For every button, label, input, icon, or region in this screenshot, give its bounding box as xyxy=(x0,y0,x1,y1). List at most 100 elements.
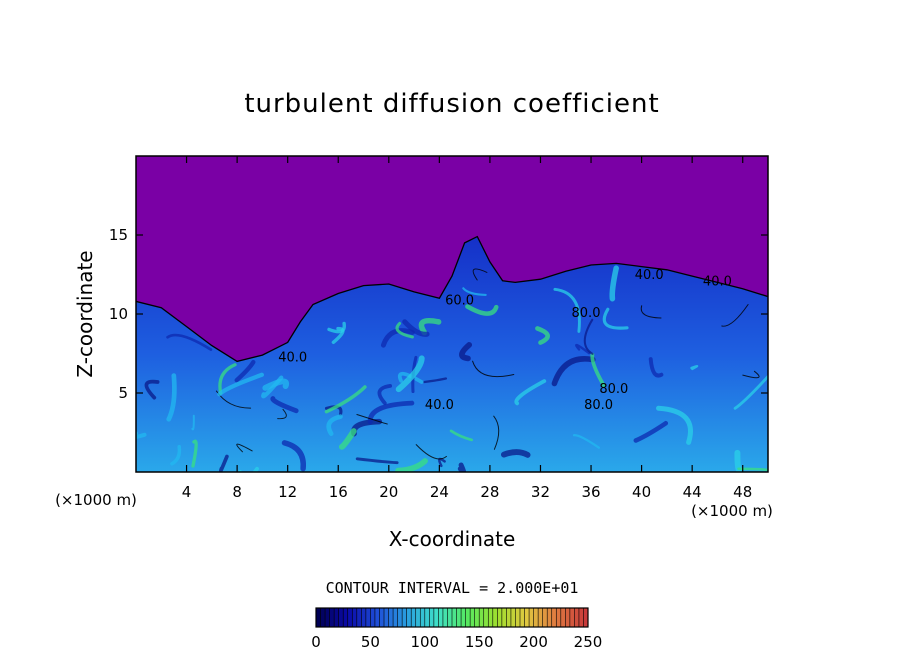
turbulence-streak xyxy=(380,328,415,348)
turbulence-streak xyxy=(462,287,487,296)
colorbar-swatch xyxy=(325,608,330,627)
turbulence-streak xyxy=(277,408,287,420)
turbulence-streak xyxy=(733,375,768,410)
colorbar-swatch xyxy=(547,608,553,627)
turbulence-streak xyxy=(493,415,500,450)
colorbar-swatch xyxy=(356,608,362,627)
turbulence-streak xyxy=(218,454,229,472)
turbulence-streak xyxy=(234,359,256,383)
contour-label: 40.0 xyxy=(278,350,307,365)
colorbar-swatch xyxy=(474,608,480,627)
colorbar-swatch xyxy=(556,608,562,627)
colorbar-swatch xyxy=(538,608,543,627)
colorbar-swatch xyxy=(456,608,462,627)
x-axis-label: X-coordinate xyxy=(389,527,516,551)
cloud-outline-contour xyxy=(136,235,768,363)
colorbar-swatch xyxy=(542,608,548,627)
turbulence-streak xyxy=(136,431,147,440)
colorbar-swatch xyxy=(461,608,466,627)
colorbar-swatch xyxy=(406,608,412,627)
colorbar-swatch xyxy=(393,608,398,627)
turbulence-streak xyxy=(261,375,284,399)
colorbar-swatch xyxy=(447,608,453,627)
turbulence-streak xyxy=(609,265,619,302)
turbulence-streak xyxy=(737,467,768,472)
colorbar-swatch xyxy=(334,608,339,627)
turbulence-streak xyxy=(551,356,596,387)
chart-title: turbulent diffusion coefficient xyxy=(244,89,659,119)
turbulence-streak xyxy=(449,429,474,442)
colorbar-swatch xyxy=(501,608,507,627)
turbulence-streak xyxy=(648,357,664,378)
turbulence-streak xyxy=(355,457,399,465)
x-tick-label: 48 xyxy=(733,483,752,501)
turbulence-streak xyxy=(236,443,253,453)
colorbar-swatch xyxy=(316,608,321,627)
colorbar-swatch xyxy=(497,608,503,627)
contour-interval-text: CONTOUR INTERVAL = 2.000E+01 xyxy=(326,579,579,597)
y-tick-label: 10 xyxy=(109,305,128,323)
x-tick-label: 12 xyxy=(278,483,297,501)
x-tick-label: 40 xyxy=(632,483,651,501)
x-tick-label: 4 xyxy=(182,483,192,501)
colorbar-swatch xyxy=(565,608,571,627)
turbulence-streak xyxy=(331,326,345,345)
colorbar-tick-label: 250 xyxy=(574,633,603,651)
turbulence-streak xyxy=(262,378,290,391)
turbulence-streak xyxy=(170,444,182,466)
contour-label: 60.0 xyxy=(445,294,474,309)
colorbar-tick-label: 0 xyxy=(311,633,321,651)
colorbar xyxy=(315,607,589,628)
turbulence-streak xyxy=(590,352,606,387)
colorbar-swatch xyxy=(379,608,385,627)
colorbar-swatch xyxy=(492,608,498,627)
turbulence-streak xyxy=(572,434,601,449)
turbulence-streak xyxy=(166,373,177,422)
colorbar-swatch xyxy=(442,608,448,627)
colorbar-tick-label: 200 xyxy=(519,633,548,651)
turbulence-streak xyxy=(191,414,195,431)
turbulence-streak xyxy=(655,405,693,445)
y-tick-label: 15 xyxy=(109,226,128,244)
turbulence-streak xyxy=(472,268,488,281)
x-tick-label: 36 xyxy=(581,483,600,501)
x-tick-label: 20 xyxy=(379,483,398,501)
colorbar-swatch xyxy=(384,608,389,627)
colorbar-swatch xyxy=(533,608,539,627)
colorbar-swatch xyxy=(578,608,584,627)
colorbar-swatch xyxy=(424,608,430,627)
colorbar-swatch xyxy=(574,608,580,627)
contour-label: 40.0 xyxy=(703,275,732,290)
colorbar-swatch xyxy=(329,608,335,627)
colorbar-swatch xyxy=(411,608,417,627)
colorbar-swatch xyxy=(569,608,575,627)
turbulence-streak xyxy=(690,364,699,371)
colorbar-swatch xyxy=(433,608,439,627)
y-axis-label: Z-coordinate xyxy=(73,250,97,377)
turbulence-streak xyxy=(402,319,430,337)
colorbar-swatch xyxy=(515,608,521,627)
colorbar-frame xyxy=(315,607,589,628)
colorbar-swatch xyxy=(338,608,344,627)
turbulence-streak xyxy=(423,377,448,384)
turbulence-streak xyxy=(326,414,343,437)
colorbar-swatch xyxy=(429,608,435,627)
contour-label: 80.0 xyxy=(599,382,628,397)
turbulence-streak xyxy=(166,333,213,351)
colorbar-swatch xyxy=(560,608,566,627)
turbulence-streak xyxy=(377,383,393,406)
contour-label: 80.0 xyxy=(584,398,613,413)
turbulence-streak xyxy=(395,458,428,472)
colorbar-swatch xyxy=(479,608,485,627)
colorbar-swatch xyxy=(488,608,494,627)
turbulence-streak xyxy=(218,363,237,395)
colorbar-swatch xyxy=(374,608,380,627)
turbulence-streak xyxy=(640,305,662,319)
x-tick-label: 16 xyxy=(329,483,348,501)
x-tick-label: 32 xyxy=(531,483,550,501)
turbulence-streak xyxy=(397,371,424,384)
colorbar-swatch xyxy=(415,608,421,627)
colorbar-swatch xyxy=(510,608,516,627)
contour-label: 40.0 xyxy=(635,268,664,283)
